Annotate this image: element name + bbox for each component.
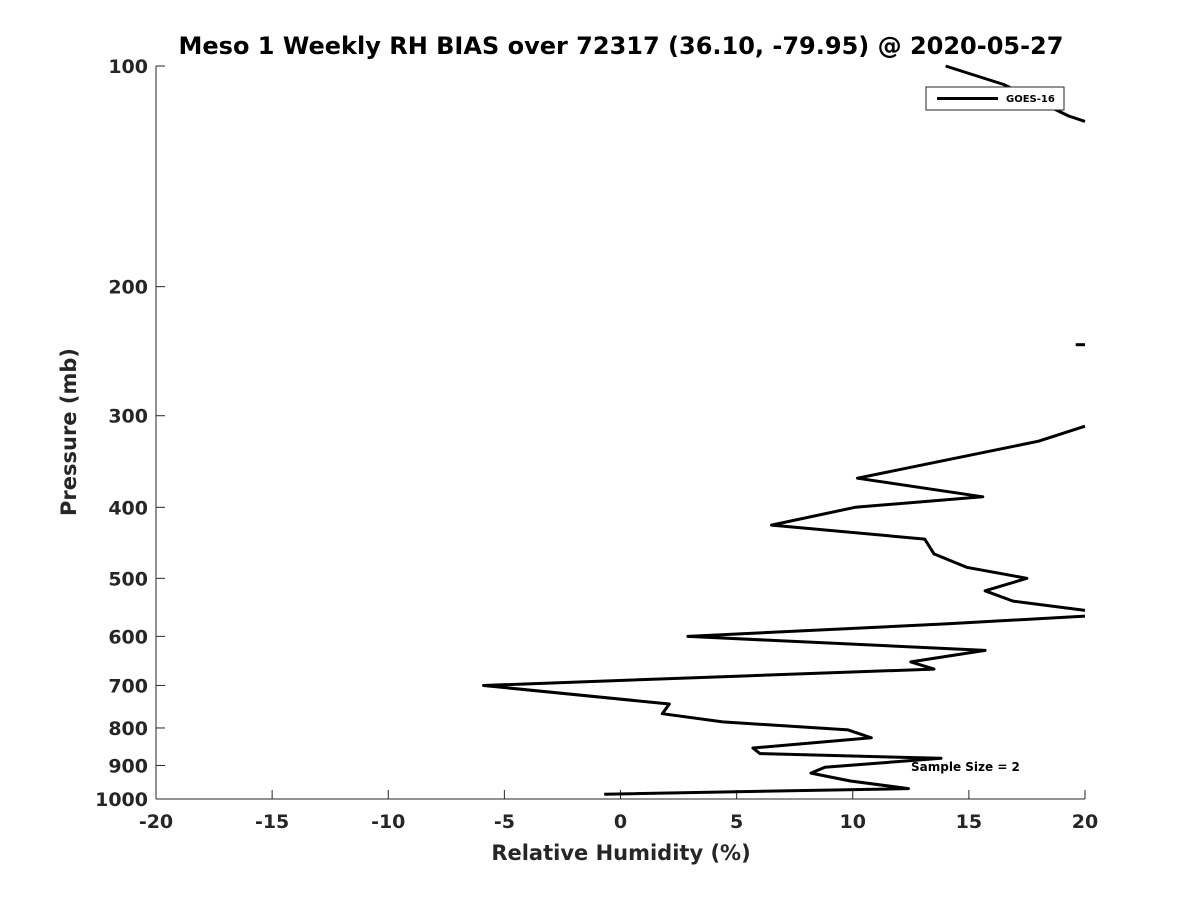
y-tick-label: 500 (108, 568, 148, 590)
chart-title: Meso 1 Weekly RH BIAS over 72317 (36.10,… (179, 32, 1064, 60)
x-tick-label: 20 (1072, 811, 1098, 833)
x-tick-label: 10 (840, 811, 866, 833)
sample-size-annotation: Sample Size = 2 (911, 760, 1020, 774)
y-axis-label: Pressure (mb) (57, 348, 81, 516)
x-tick-label: -20 (139, 811, 173, 833)
x-tick-label: -15 (255, 811, 289, 833)
y-tick-label: 300 (108, 406, 148, 428)
x-tick-label: -5 (494, 811, 515, 833)
y-tick-label: 700 (108, 675, 148, 697)
y-tick-label: 1000 (95, 789, 148, 811)
series-line-goes16-segment-3 (770, 424, 1086, 612)
y-tick-label: 900 (108, 755, 148, 777)
series-line-goes16-segment-4 (482, 614, 1086, 796)
y-tick-label: 400 (108, 497, 148, 519)
legend-label-goes16: GOES-16 (1006, 94, 1055, 105)
x-axis-label: Relative Humidity (%) (491, 841, 750, 865)
x-tick-label: -10 (371, 811, 405, 833)
y-tick-label: 800 (108, 718, 148, 740)
x-axis-ticks: -20 -15 -10 -5 0 5 10 15 20 (139, 790, 1098, 833)
y-tick-label: 600 (108, 626, 148, 648)
y-axis-ticks: 100 200 300 400 500 600 700 800 900 1000 (95, 56, 165, 811)
y-tick-label: 200 (108, 277, 148, 299)
x-tick-label: 5 (730, 811, 743, 833)
x-tick-label: 15 (956, 811, 982, 833)
x-tick-label: 0 (614, 811, 627, 833)
y-tick-label: 100 (108, 56, 148, 78)
legend: GOES-16 (925, 86, 1065, 111)
